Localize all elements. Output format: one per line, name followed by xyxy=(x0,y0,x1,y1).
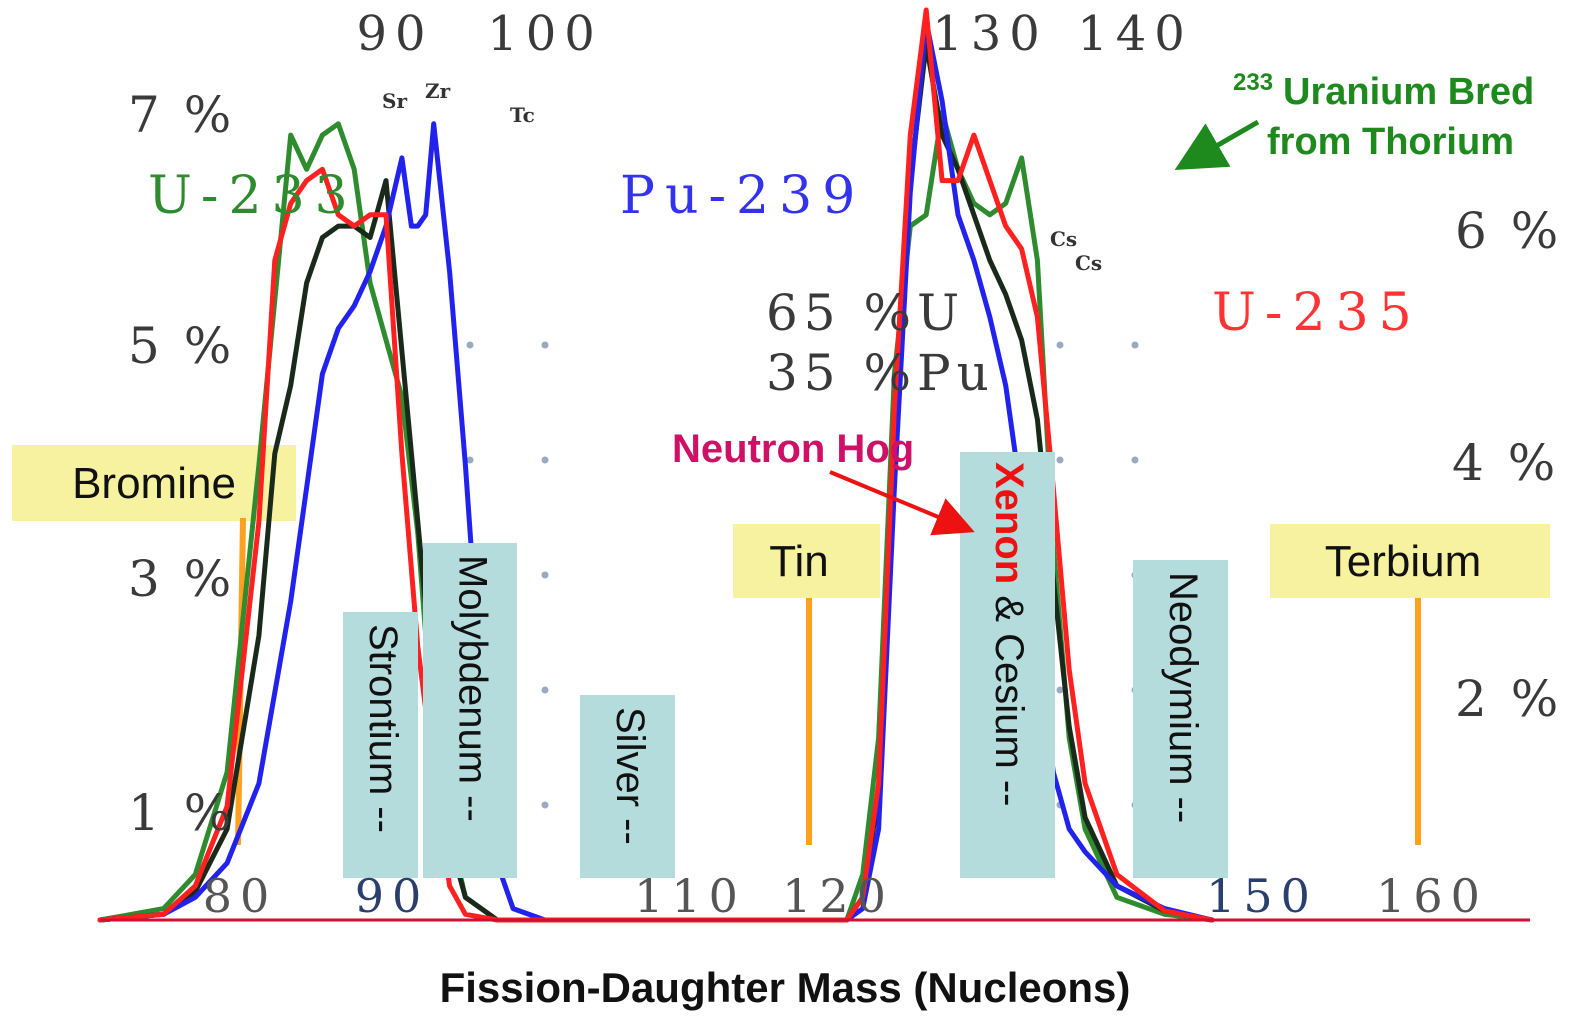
molybdenum-box xyxy=(423,543,517,878)
grid-dot xyxy=(466,341,474,349)
grid-dot xyxy=(541,456,549,464)
series-label-u233: U-233 xyxy=(148,166,358,226)
bottom-tick-90: 90 xyxy=(355,869,430,923)
percent-labels: 7 % 5 % 3 % 1 % 6 % 4 % 2 % xyxy=(128,86,1562,842)
left-percent-label: 5 % xyxy=(128,317,235,375)
element-vertical-boxes: Strontium -- Molybdenum -- Silver -- Neodym… xyxy=(343,452,1228,878)
molybdenum-label: Molybdenum -- xyxy=(450,555,494,822)
top-tick-130: 130 xyxy=(932,6,1048,62)
grid-dot xyxy=(1056,686,1064,694)
series-label-pu239: Pu-239 xyxy=(620,166,865,226)
bottom-tick-160: 160 xyxy=(1376,869,1488,923)
grid-dot xyxy=(541,571,549,579)
bottom-tick-120: 120 xyxy=(782,869,894,923)
uranium-bred-line1: Uranium Bred xyxy=(1283,71,1534,113)
silver-box xyxy=(580,695,675,878)
left-percent-label: 1 % xyxy=(128,784,235,842)
grid-dot xyxy=(466,456,474,464)
left-percent-label: 3 % xyxy=(128,550,235,608)
element-horizontal-boxes: Bromine Tin Terbium xyxy=(12,445,1550,598)
grid-dot xyxy=(1131,341,1139,349)
xenon-word: Xenon xyxy=(987,462,1031,584)
strontium-label: Strontium -- xyxy=(361,624,405,833)
top-tick-100: 100 xyxy=(487,6,603,62)
peak-marker: Cs xyxy=(1050,227,1077,251)
grid-dot xyxy=(1056,341,1064,349)
series-label-mix-u: 65 %U xyxy=(766,284,965,342)
neutron-hog-label: Neutron Hog xyxy=(672,427,914,471)
xenon-cesium-label: Xenon & Cesium -- xyxy=(987,462,1031,806)
strontium-box xyxy=(343,612,418,878)
peak-marker: Cs xyxy=(1075,251,1102,275)
peak-marker: Zr xyxy=(425,79,451,103)
bottom-tick-80: 80 xyxy=(203,869,278,923)
left-percent-label: 7 % xyxy=(128,86,235,144)
series-label-mix-pu: 35 %Pu xyxy=(766,344,995,402)
right-percent-label: 4 % xyxy=(1452,434,1559,492)
grid-dot xyxy=(541,686,549,694)
uranium-bred-arrow xyxy=(1174,119,1260,170)
right-percent-label: 6 % xyxy=(1455,202,1562,260)
uranium-bred-superscript: 233 xyxy=(1233,69,1273,96)
terbium-box xyxy=(1270,524,1550,598)
xenon-cesium-box xyxy=(960,452,1055,878)
bromine-box xyxy=(12,445,296,521)
top-tick-140: 140 xyxy=(1077,6,1193,62)
cesium-words: & Cesium -- xyxy=(987,584,1031,806)
bromine-label: Bromine xyxy=(72,459,236,508)
top-tick-90: 90 xyxy=(356,6,433,62)
tin-box xyxy=(733,524,880,598)
neutron-hog-arrow xyxy=(829,470,975,536)
tin-label: Tin xyxy=(769,537,829,586)
silver-label: Silver -- xyxy=(608,707,652,845)
bottom-tick-110: 110 xyxy=(634,869,746,923)
series-label-u235: U-235 xyxy=(1212,283,1422,343)
grid-dot xyxy=(541,801,549,809)
grid-dot xyxy=(1131,456,1139,464)
x-axis-title: Fission-Daughter Mass (Nucleons) xyxy=(440,964,1131,1011)
neodymium-label: Neodymium -- xyxy=(1161,572,1205,823)
bottom-tick-labels: 80 90 110 120 150 160 xyxy=(203,869,1488,923)
right-percent-label: 2 % xyxy=(1455,670,1562,728)
grid-dot xyxy=(541,341,549,349)
peak-marker: Tc xyxy=(510,103,535,127)
neodymium-box xyxy=(1133,560,1228,878)
top-tick-labels: 90 100 130 140 xyxy=(356,6,1193,62)
grid-dot xyxy=(1056,456,1064,464)
terbium-label: Terbium xyxy=(1325,537,1482,586)
peak-marker: Sr xyxy=(382,89,407,113)
bottom-tick-150: 150 xyxy=(1206,869,1318,923)
uranium-bred-line2: from Thorium xyxy=(1267,121,1514,163)
